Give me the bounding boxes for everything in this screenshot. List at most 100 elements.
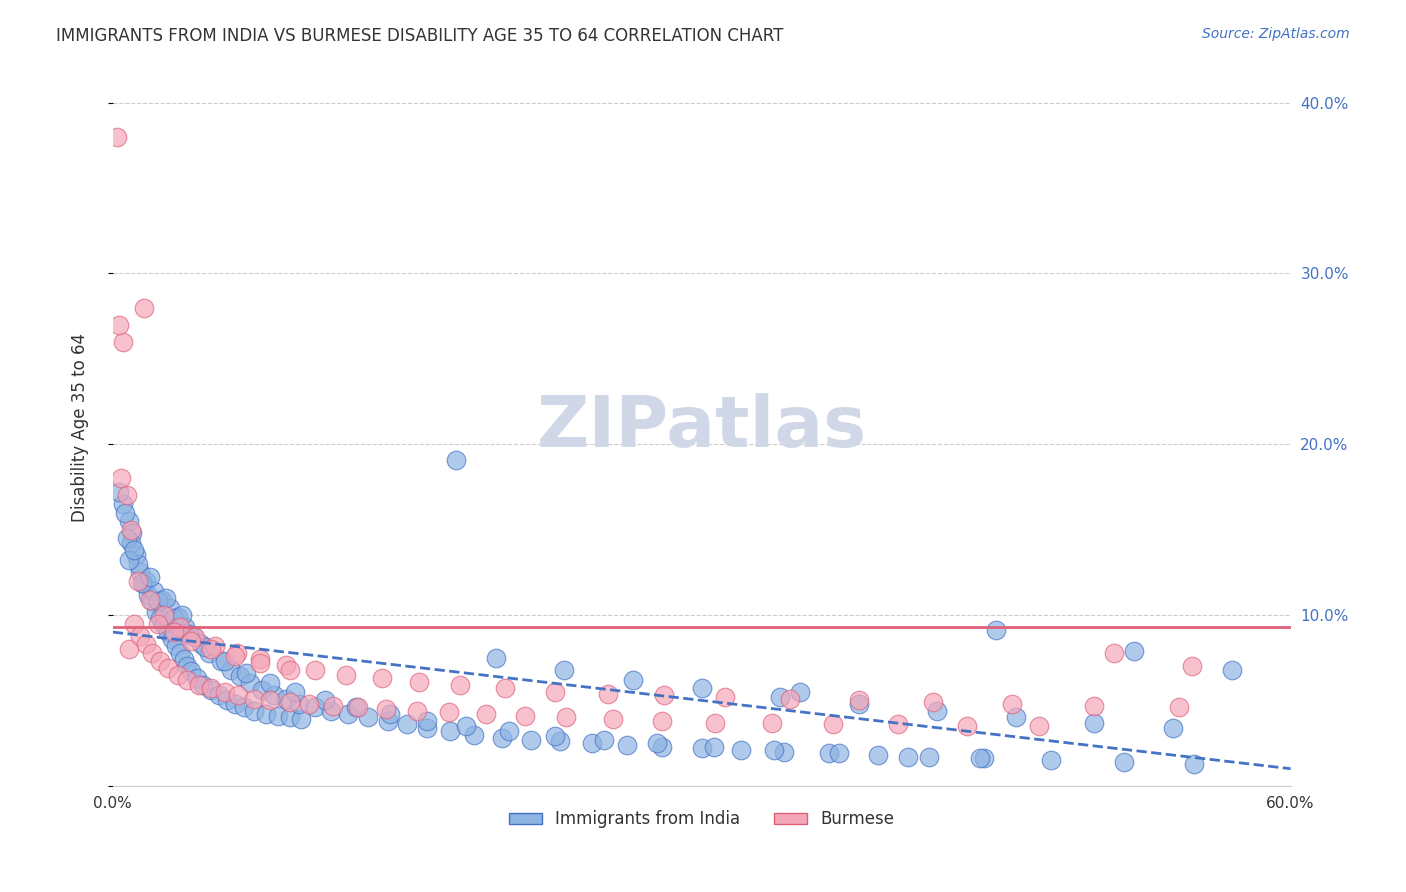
Point (117, 642, 139, 657)
Point (645, 736, 668, 750)
Point (437, 706, 460, 720)
Point (135, 637, 157, 651)
Point (155, 591, 177, 605)
Point (224, 697, 246, 711)
Point (143, 584, 166, 599)
Point (408, 674, 430, 689)
Point (229, 669, 252, 683)
Point (986, 624, 1008, 638)
Point (494, 681, 516, 696)
Point (228, 688, 250, 702)
Point (773, 745, 796, 759)
Point (146, 594, 169, 608)
Point (250, 683, 273, 698)
Point (191, 678, 214, 692)
Point (136, 587, 159, 601)
Point (153, 607, 176, 622)
Point (789, 685, 811, 699)
Point (183, 628, 205, 642)
Point (602, 712, 624, 726)
Point (416, 721, 439, 735)
Point (449, 678, 471, 692)
Point (887, 717, 910, 731)
Point (543, 685, 565, 699)
Point (204, 639, 226, 653)
Point (304, 700, 326, 714)
Point (166, 667, 188, 681)
Point (129, 566, 152, 580)
Point (278, 695, 301, 709)
Point (259, 693, 281, 707)
Point (491, 731, 513, 745)
Point (485, 650, 508, 665)
Point (111, 334, 134, 349)
Point (135, 574, 157, 588)
Point (690, 741, 713, 756)
Point (184, 630, 207, 644)
Point (714, 690, 737, 704)
Point (463, 727, 485, 741)
Point (818, 747, 841, 761)
Point (263, 688, 285, 702)
Point (173, 652, 195, 666)
Point (1083, 698, 1105, 713)
Point (288, 697, 311, 711)
Point (1040, 753, 1063, 767)
Point (1220, 663, 1243, 677)
Point (371, 671, 394, 685)
Point (304, 663, 326, 677)
Point (284, 685, 307, 699)
Point (233, 700, 256, 714)
Point (124, 616, 146, 631)
Point (141, 646, 163, 660)
Point (117, 553, 139, 567)
Point (110, 471, 132, 485)
Point (973, 751, 995, 765)
Point (134, 577, 156, 591)
Text: ZIPatlas: ZIPatlas (537, 392, 866, 462)
Point (169, 646, 191, 660)
Point (198, 646, 221, 660)
Point (848, 697, 870, 711)
Point (513, 708, 536, 723)
Point (596, 687, 619, 701)
Point (1181, 659, 1204, 673)
Point (357, 710, 380, 724)
Point (194, 640, 217, 655)
Point (190, 637, 212, 651)
Point (1028, 719, 1050, 733)
Point (374, 702, 396, 716)
Point (1184, 756, 1206, 771)
Point (319, 704, 342, 718)
Point (1161, 721, 1184, 735)
Point (377, 714, 399, 728)
Point (214, 654, 236, 668)
Point (117, 514, 139, 528)
Point (267, 708, 290, 723)
Point (416, 714, 439, 728)
Point (188, 678, 211, 692)
Point (214, 685, 236, 699)
Point (224, 648, 246, 663)
Point (592, 732, 614, 747)
Point (498, 724, 520, 739)
Text: Source: ZipAtlas.com: Source: ZipAtlas.com (1202, 27, 1350, 41)
Point (278, 663, 301, 677)
Point (163, 611, 186, 625)
Point (298, 697, 321, 711)
Point (616, 738, 638, 752)
Point (918, 749, 941, 764)
Point (146, 616, 169, 631)
Point (274, 657, 297, 672)
Point (169, 620, 191, 634)
Point (848, 693, 870, 707)
Point (254, 707, 277, 722)
Point (153, 618, 176, 632)
Point (690, 681, 713, 696)
Point (121, 526, 143, 541)
Point (124, 543, 146, 558)
Point (200, 642, 222, 657)
Point (828, 747, 851, 761)
Point (156, 625, 179, 640)
Point (344, 700, 367, 714)
